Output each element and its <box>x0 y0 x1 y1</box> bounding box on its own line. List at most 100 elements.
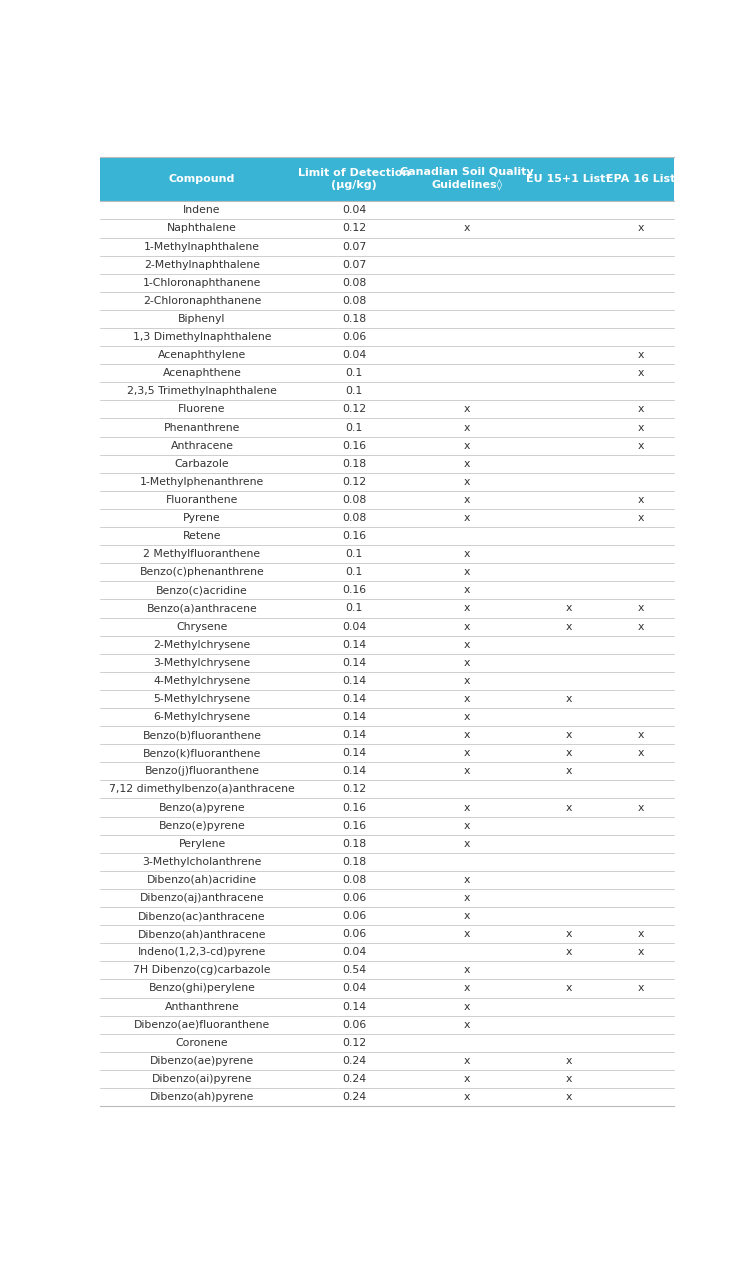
Text: Anthanthrene: Anthanthrene <box>165 1001 239 1011</box>
Text: Anthracene: Anthracene <box>171 440 233 451</box>
Text: Benzo(e)pyrene: Benzo(e)pyrene <box>159 820 245 831</box>
Text: x: x <box>637 929 644 940</box>
Text: Benzo(k)fluoranthene: Benzo(k)fluoranthene <box>143 749 261 758</box>
Text: x: x <box>464 893 470 902</box>
Text: x: x <box>464 440 470 451</box>
Text: x: x <box>464 458 470 468</box>
Text: 0.14: 0.14 <box>342 676 366 686</box>
Text: x: x <box>565 694 572 704</box>
Text: x: x <box>464 1056 470 1066</box>
Text: Carbazole: Carbazole <box>174 458 230 468</box>
Text: 0.06: 0.06 <box>342 929 366 940</box>
Text: x: x <box>464 694 470 704</box>
Text: Limit of Detection
(µg/kg): Limit of Detection (µg/kg) <box>297 168 410 191</box>
Text: x: x <box>464 803 470 813</box>
Text: Retene: Retene <box>183 531 221 541</box>
Text: x: x <box>464 585 470 595</box>
Text: x: x <box>464 1092 470 1102</box>
Text: Benzo(c)phenanthrene: Benzo(c)phenanthrene <box>140 567 264 577</box>
Text: 0.08: 0.08 <box>342 495 366 504</box>
Text: x: x <box>565 929 572 940</box>
Text: x: x <box>637 351 644 360</box>
Text: x: x <box>565 767 572 777</box>
Text: x: x <box>464 513 470 524</box>
Text: 0.24: 0.24 <box>342 1074 366 1084</box>
Text: x: x <box>565 803 572 813</box>
Text: Benzo(b)fluoranthene: Benzo(b)fluoranthene <box>143 730 261 740</box>
Text: 0.18: 0.18 <box>342 458 366 468</box>
Text: 0.14: 0.14 <box>342 1001 366 1011</box>
Text: 0.06: 0.06 <box>342 1020 366 1029</box>
Text: x: x <box>464 965 470 975</box>
Text: Fluorene: Fluorene <box>178 404 226 415</box>
Text: Dibenzo(ah)anthracene: Dibenzo(ah)anthracene <box>137 929 267 940</box>
Text: x: x <box>464 404 470 415</box>
Text: Compound: Compound <box>169 174 236 184</box>
Text: 0.1: 0.1 <box>345 369 362 379</box>
Text: 2,3,5 Trimethylnaphthalene: 2,3,5 Trimethylnaphthalene <box>127 387 277 397</box>
Text: 2 Methylfluoranthene: 2 Methylfluoranthene <box>143 549 260 559</box>
Text: 0.1: 0.1 <box>345 387 362 397</box>
Text: 0.04: 0.04 <box>342 351 366 360</box>
Text: 0.12: 0.12 <box>342 1038 366 1048</box>
Text: Phenanthrene: Phenanthrene <box>164 422 240 433</box>
Text: x: x <box>637 495 644 504</box>
Text: 0.08: 0.08 <box>342 513 366 524</box>
Text: 2-Methylnaphthalene: 2-Methylnaphthalene <box>144 260 260 270</box>
Text: x: x <box>565 730 572 740</box>
Text: 2-Methylchrysene: 2-Methylchrysene <box>153 640 251 650</box>
Text: Acenaphthylene: Acenaphthylene <box>158 351 246 360</box>
Text: 0.16: 0.16 <box>342 531 366 541</box>
Text: 0.24: 0.24 <box>342 1092 366 1102</box>
Text: 0.04: 0.04 <box>342 205 366 215</box>
Text: x: x <box>565 749 572 758</box>
Text: Dibenzo(ac)anthracene: Dibenzo(ac)anthracene <box>138 911 266 922</box>
Text: 0.04: 0.04 <box>342 983 366 993</box>
Text: 1-Chloronaphthanene: 1-Chloronaphthanene <box>143 278 261 288</box>
Text: Canadian Soil Quality
Guidelines◊: Canadian Soil Quality Guidelines◊ <box>400 166 534 191</box>
Text: Perylene: Perylene <box>178 838 226 849</box>
Text: x: x <box>637 947 644 957</box>
Text: Coronene: Coronene <box>176 1038 228 1048</box>
Text: 0.07: 0.07 <box>342 242 366 252</box>
Text: x: x <box>464 603 470 613</box>
Text: Benzo(a)anthracene: Benzo(a)anthracene <box>146 603 257 613</box>
Text: Benzo(ghi)perylene: Benzo(ghi)perylene <box>149 983 255 993</box>
Text: 1-Methylnaphthalene: 1-Methylnaphthalene <box>144 242 260 252</box>
Text: x: x <box>464 767 470 777</box>
Text: x: x <box>464 622 470 631</box>
Text: x: x <box>565 983 572 993</box>
Text: 3-Methylcholanthrene: 3-Methylcholanthrene <box>143 856 262 867</box>
Text: x: x <box>464 422 470 433</box>
Text: 0.12: 0.12 <box>342 224 366 233</box>
Text: Indeno(1,2,3-cd)pyrene: Indeno(1,2,3-cd)pyrene <box>138 947 267 957</box>
Text: Dibenzo(aj)anthracene: Dibenzo(aj)anthracene <box>140 893 264 902</box>
FancyBboxPatch shape <box>100 156 673 201</box>
Text: 4-Methylchrysene: 4-Methylchrysene <box>153 676 251 686</box>
Text: 0.1: 0.1 <box>345 549 362 559</box>
Text: x: x <box>464 640 470 650</box>
Text: 0.24: 0.24 <box>342 1056 366 1066</box>
Text: x: x <box>464 1020 470 1029</box>
Text: x: x <box>464 712 470 722</box>
Text: Naphthalene: Naphthalene <box>167 224 237 233</box>
Text: Benzo(j)fluoranthene: Benzo(j)fluoranthene <box>144 767 260 777</box>
Text: x: x <box>637 369 644 379</box>
Text: 0.14: 0.14 <box>342 640 366 650</box>
Text: 0.54: 0.54 <box>342 965 366 975</box>
Text: x: x <box>637 224 644 233</box>
Text: 3-Methylchrysene: 3-Methylchrysene <box>153 658 251 668</box>
Text: Benzo(c)acridine: Benzo(c)acridine <box>156 585 248 595</box>
Text: x: x <box>565 1056 572 1066</box>
Text: 0.04: 0.04 <box>342 622 366 631</box>
Text: Biphenyl: Biphenyl <box>178 314 226 324</box>
Text: 0.06: 0.06 <box>342 332 366 342</box>
Text: 0.14: 0.14 <box>342 658 366 668</box>
Text: x: x <box>565 622 572 631</box>
Text: x: x <box>464 749 470 758</box>
Text: x: x <box>464 658 470 668</box>
Text: 0.12: 0.12 <box>342 404 366 415</box>
Text: x: x <box>637 513 644 524</box>
Text: 0.08: 0.08 <box>342 296 366 306</box>
Text: Dibenzo(ae)fluoranthene: Dibenzo(ae)fluoranthene <box>134 1020 270 1029</box>
